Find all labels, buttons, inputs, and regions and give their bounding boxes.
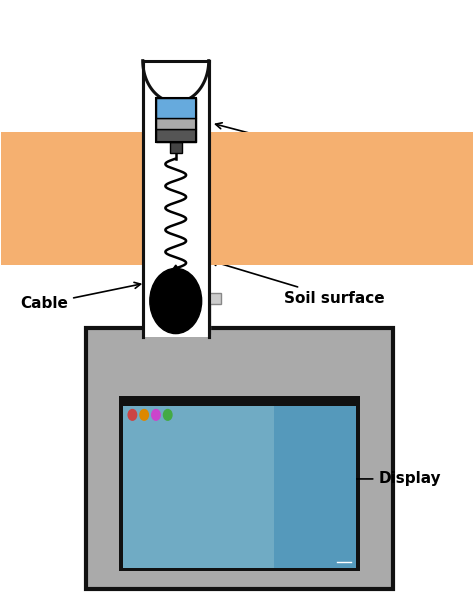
Text: Display: Display (258, 471, 441, 486)
Bar (119, 396, 359, 571)
Polygon shape (143, 19, 209, 61)
Text: Soil surface: Soil surface (211, 260, 385, 306)
Bar (173, 293, 220, 304)
Bar (156, 118, 196, 129)
Circle shape (164, 409, 172, 420)
Circle shape (152, 409, 160, 420)
Polygon shape (167, 265, 184, 288)
Circle shape (140, 409, 148, 420)
Bar (123, 406, 356, 568)
Bar (156, 98, 196, 118)
Text: Radio active
source: Radio active source (216, 123, 400, 175)
Bar (156, 98, 196, 142)
FancyBboxPatch shape (86, 328, 392, 589)
Text: Cable: Cable (20, 283, 141, 312)
Bar (1, 132, 143, 265)
Bar (156, 129, 196, 142)
Circle shape (128, 409, 137, 420)
Ellipse shape (150, 268, 201, 334)
Bar (123, 406, 274, 568)
Bar (209, 132, 473, 265)
Bar (184, 304, 210, 334)
Bar (143, 61, 209, 337)
Bar (170, 142, 182, 153)
